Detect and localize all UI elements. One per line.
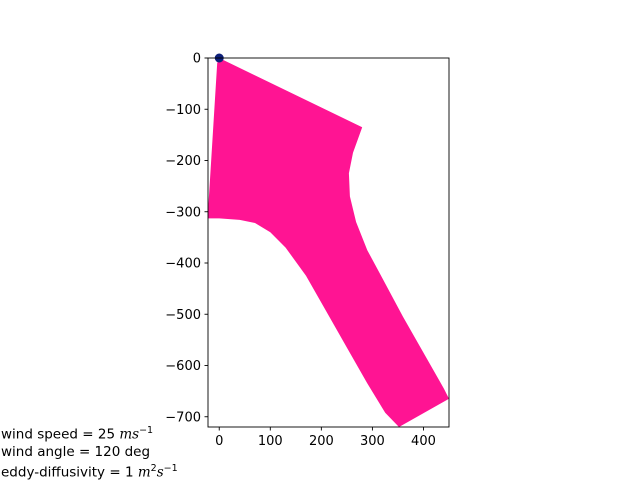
eddy-exponent-s: −1 xyxy=(163,463,178,474)
wind-speed-exponent: −1 xyxy=(139,425,154,436)
wind-angle-label: wind angle = 120 deg xyxy=(1,444,151,460)
y-tick-label: −300 xyxy=(165,205,201,220)
y-tick-label: −500 xyxy=(165,308,201,323)
axes-frame xyxy=(207,57,450,428)
y-tick-label: −400 xyxy=(165,257,201,272)
y-tick-label: −200 xyxy=(165,154,201,169)
plume-area xyxy=(208,58,449,427)
x-tick-label: 300 xyxy=(360,434,385,449)
eddy-unit-m: m xyxy=(137,464,151,481)
wind-speed-label: wind speed = 25 xyxy=(1,426,120,443)
y-tick-label: 0 xyxy=(193,52,201,67)
eddy-unit-s: s xyxy=(156,464,164,481)
y-tick-label: −600 xyxy=(165,359,201,374)
eddy-diffusivity-label: eddy-diffusivity = 1 xyxy=(1,464,138,481)
x-tick-label: 100 xyxy=(258,434,283,449)
x-tick-label: 0 xyxy=(215,434,223,449)
y-tick-label: −100 xyxy=(165,103,201,118)
wind-speed-annotation: wind speed = 25 ms−1 xyxy=(1,425,153,443)
eddy-diffusivity-annotation: eddy-diffusivity = 1 m2s−1 xyxy=(1,463,178,481)
y-tick-label: −700 xyxy=(165,410,201,425)
x-tick-label: 200 xyxy=(309,434,334,449)
wind-angle-annotation: wind angle = 120 deg xyxy=(1,444,150,460)
x-tick-label: 400 xyxy=(411,434,436,449)
wind-speed-unit: ms xyxy=(119,426,140,443)
eddy-exponent-m: 2 xyxy=(150,463,157,474)
